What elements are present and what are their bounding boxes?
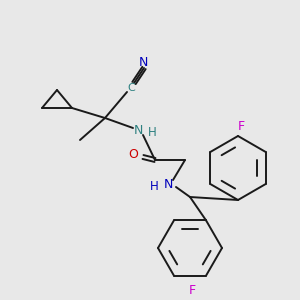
Text: F: F (188, 284, 196, 296)
Text: H: H (150, 181, 158, 194)
Text: N: N (138, 56, 148, 68)
Text: C: C (127, 83, 135, 93)
Text: O: O (128, 148, 138, 161)
Text: N: N (133, 124, 143, 136)
Text: N: N (163, 178, 173, 191)
Text: H: H (148, 125, 156, 139)
Text: F: F (237, 119, 244, 133)
